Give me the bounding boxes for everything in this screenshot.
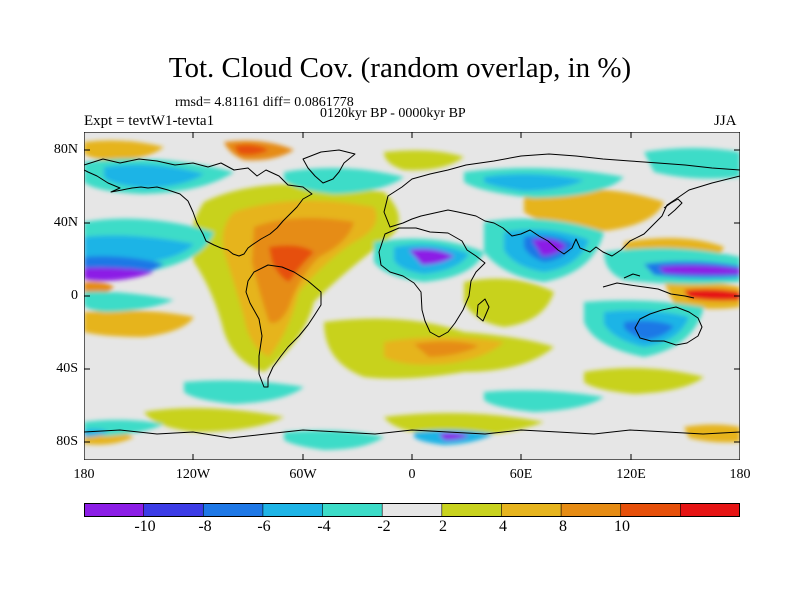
season-label: JJA (714, 113, 737, 129)
lat-tick-80n: 80N (53, 142, 78, 157)
greenland-outline (302, 149, 356, 184)
experiment-label: Expt = tevtW1-tevta1 (84, 113, 215, 129)
colorbar-label: -2 (377, 518, 391, 535)
eurasia-outline (383, 153, 740, 257)
antarctica-outline (84, 429, 740, 439)
lon-tick-180-west: 180 (73, 467, 95, 482)
colorbar-label: -6 (257, 518, 271, 535)
colorbar-cell (680, 503, 740, 517)
colorbar-cell (501, 503, 562, 517)
lon-tick-60w: 60W (289, 467, 317, 482)
colorbar-cell (381, 503, 443, 517)
north-america-outline (84, 158, 313, 257)
colorbar-cell (441, 503, 503, 517)
lat-tick-40n: 40N (53, 215, 78, 230)
colorbar-label: 4 (499, 518, 507, 535)
colorbar-label: 10 (614, 518, 630, 535)
lat-tick-80s: 80S (56, 434, 78, 449)
indonesia-outline (602, 273, 695, 299)
colorbar-label: 2 (439, 518, 447, 535)
colorbar-label: 8 (559, 518, 567, 535)
anomaly-map (84, 132, 740, 460)
colorbar-label: -10 (134, 518, 156, 535)
colorbar-cell (262, 503, 324, 517)
anomaly-field (84, 140, 740, 450)
lon-tick-120w: 120W (175, 467, 211, 482)
colorbar-cell (84, 503, 145, 517)
lon-tick-120e: 120E (616, 467, 646, 482)
lat-tick-0: 0 (71, 288, 78, 303)
japan-outline (663, 198, 683, 217)
colorbar-label: -8 (198, 518, 212, 535)
colorbar-label: -4 (317, 518, 331, 535)
madagascar-outline (476, 298, 490, 322)
colorbar-cell (560, 503, 622, 517)
coastlines (84, 149, 740, 439)
colorbar (84, 503, 740, 517)
australia-outline (634, 306, 703, 346)
stats-line: rmsd= 4.81161 diff= 0.0861778 (175, 95, 354, 110)
tick-marks (84, 132, 740, 460)
lon-tick-180-east: 180 (729, 467, 751, 482)
lon-tick-0: 0 (408, 467, 416, 482)
colorbar-cell (202, 503, 264, 517)
period-line: 0120kyr BP - 0000kyr BP (320, 106, 466, 121)
lat-tick-40s: 40S (56, 361, 78, 376)
colorbar-cell (322, 503, 383, 517)
chart-title: Tot. Cloud Cov. (random overlap, in %) (168, 52, 632, 84)
lon-tick-60e: 60E (509, 467, 533, 482)
colorbar-cell (143, 503, 205, 517)
south-america-outline (245, 264, 322, 388)
colorbar-cell (620, 503, 682, 517)
africa-outline (378, 227, 486, 338)
